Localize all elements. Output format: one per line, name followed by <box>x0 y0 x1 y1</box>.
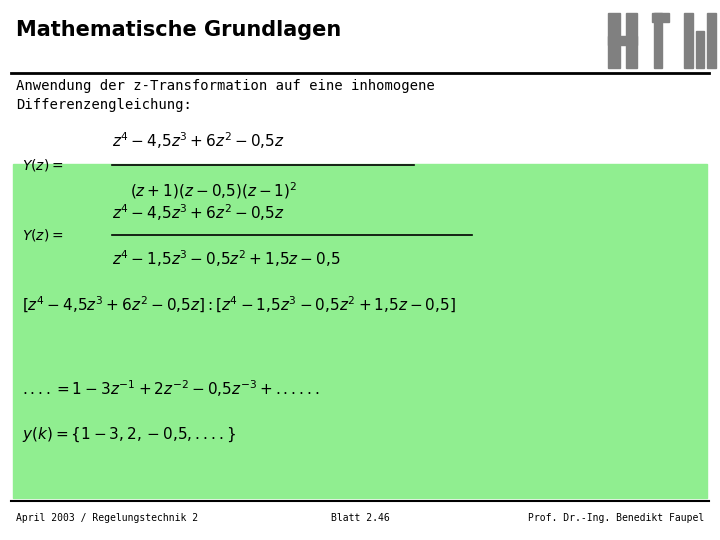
Text: $\left[z^4 - 4{,}5z^3 + 6z^2 - 0{,}5z\right] : \left[z^4 - 1{,}5z^3 - 0{,}5z^2 +: $\left[z^4 - 4{,}5z^3 + 6z^2 - 0{,}5z\ri… <box>22 295 455 315</box>
Text: $(z+1)(z-0{,}5)(z-1)^2$: $(z+1)(z-0{,}5)(z-1)^2$ <box>130 180 297 201</box>
FancyBboxPatch shape <box>13 164 707 498</box>
Text: Prof. Dr.-Ing. Benedikt Faupel: Prof. Dr.-Ing. Benedikt Faupel <box>528 514 704 523</box>
Bar <box>608 13 620 68</box>
Bar <box>707 13 716 68</box>
Text: Anwendung der z-Transformation auf eine inhomogene: Anwendung der z-Transformation auf eine … <box>16 79 435 93</box>
Text: $z^4 - 1{,}5z^3 - 0{,}5z^2 + 1{,}5z - 0{,}5$: $z^4 - 1{,}5z^3 - 0{,}5z^2 + 1{,}5z - 0{… <box>112 248 340 269</box>
Text: $Y(z) =$: $Y(z) =$ <box>22 157 63 173</box>
Bar <box>626 13 637 68</box>
Text: Blatt 2.46: Blatt 2.46 <box>330 514 390 523</box>
Text: $Y(z) =$: $Y(z) =$ <box>22 227 63 243</box>
Bar <box>608 36 637 45</box>
Bar <box>654 13 662 68</box>
Text: Mathematische Grundlagen: Mathematische Grundlagen <box>16 19 341 40</box>
Text: $y(k) = \{1 - 3, 2, -0{,}5, ....\}$: $y(k) = \{1 - 3, 2, -0{,}5, ....\}$ <box>22 426 235 444</box>
Text: $.... = 1 - 3z^{-1} + 2z^{-2} - 0{,}5z^{-3} + ......$: $.... = 1 - 3z^{-1} + 2z^{-2} - 0{,}5z^{… <box>22 379 319 399</box>
Bar <box>685 13 693 68</box>
Bar <box>652 13 670 22</box>
Text: $z^4 - 4{,}5z^3 + 6z^2 - 0{,}5z$: $z^4 - 4{,}5z^3 + 6z^2 - 0{,}5z$ <box>112 202 284 222</box>
Text: Differenzengleichung:: Differenzengleichung: <box>16 98 192 112</box>
Text: $z^4 - 4{,}5z^3 + 6z^2 - 0{,}5z$: $z^4 - 4{,}5z^3 + 6z^2 - 0{,}5z$ <box>112 130 284 151</box>
Text: April 2003 / Regelungstechnik 2: April 2003 / Regelungstechnik 2 <box>16 514 198 523</box>
Bar <box>696 31 704 68</box>
